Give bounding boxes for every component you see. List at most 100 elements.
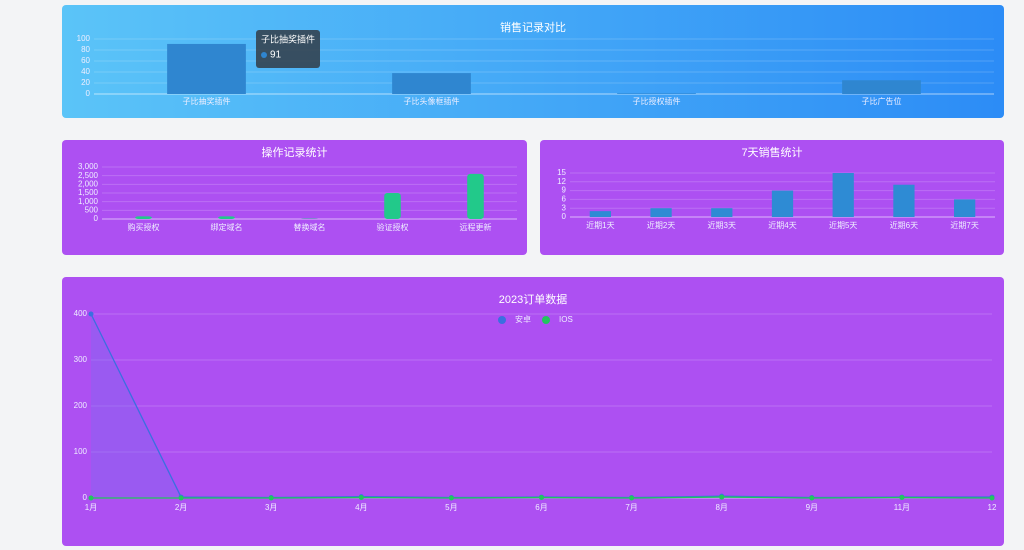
x-tick-label: 替换域名 [294, 222, 326, 232]
bar [384, 193, 401, 219]
x-tick-label: 近期6天 [890, 220, 918, 230]
chart: 2023订单数据 0 100 200 300 400 1月 2月 3月 4月 5月 6月 7月 8月 9月 1… [74, 292, 997, 512]
y-tick-label: 60 [81, 56, 90, 65]
x-tick-label: 9月 [806, 503, 818, 512]
point [178, 495, 184, 501]
x-tick-label: 6月 [535, 503, 547, 512]
y-tick-label: 100 [77, 34, 91, 43]
chart-title: 销售记录对比 [500, 20, 566, 34]
y-tick-label: 80 [81, 45, 90, 54]
y-tick-label: 2,000 [78, 179, 99, 188]
point [358, 495, 364, 501]
y-tick-label: 500 [85, 205, 99, 214]
x-tick-label: 近期3天 [708, 220, 736, 230]
bar [842, 80, 921, 94]
y-tick-label: 20 [81, 78, 90, 87]
bar [135, 216, 152, 219]
y-tick-label: 6 [562, 195, 567, 204]
ops-panel: 操作记录统计 0 500 1,000 1,500 2,000 2,500 3,000 购买授权 绑… [62, 140, 527, 255]
tooltip-dot [261, 52, 267, 58]
x-tick-label: 子比广告位 [862, 96, 902, 106]
y-tick-label: 2,500 [78, 171, 99, 180]
bar [617, 93, 696, 94]
y-tick-label: 1,000 [78, 197, 99, 206]
point [719, 494, 725, 500]
x-tick-label: 验证授权 [377, 222, 409, 232]
y-tick-label: 400 [74, 309, 88, 318]
y-tick-label: 40 [81, 67, 90, 76]
point [448, 495, 454, 501]
y-tick-label: 100 [74, 447, 88, 456]
point [809, 495, 815, 501]
x-tick-label: 12 [988, 503, 997, 512]
point [88, 311, 94, 317]
x-tick-label: 近期7天 [950, 220, 978, 230]
tooltip-value: 91 [270, 50, 282, 61]
y-tick-label: 12 [557, 177, 566, 186]
bar [771, 190, 794, 217]
x-tick-label: 近期1天 [586, 220, 614, 230]
point [268, 495, 274, 501]
y-tick-label: 1,500 [78, 188, 99, 197]
point [539, 495, 544, 501]
legend-marker [542, 316, 550, 324]
bar [167, 43, 246, 94]
point [989, 495, 995, 501]
x-tick-label: 远程更新 [460, 222, 492, 232]
point [88, 495, 94, 501]
bar [650, 208, 672, 217]
x-tick-label: 近期4天 [768, 220, 796, 230]
bar [893, 184, 915, 217]
x-tick-label: 7月 [625, 503, 637, 512]
tooltip: 子比抽奖插件 91 [256, 30, 320, 68]
y-tick-label: 9 [562, 186, 567, 195]
y-tick-label: 0 [94, 214, 99, 223]
x-tick-label: 11月 [894, 503, 910, 512]
x-tick-label: 8月 [715, 503, 727, 512]
x-tick-label: 子比头像框插件 [404, 96, 460, 106]
bar [832, 173, 854, 217]
y-tick-label: 3,000 [78, 162, 99, 171]
y-tick-label: 0 [83, 493, 88, 502]
bar [711, 208, 733, 217]
y-tick-label: 15 [557, 168, 566, 177]
bar [467, 173, 484, 219]
x-tick-label: 子比授权插件 [633, 96, 681, 106]
legend-marker [498, 316, 506, 324]
x-tick-label: 近期2天 [647, 220, 675, 230]
bar [954, 199, 976, 217]
x-tick-label: 近期5天 [829, 220, 857, 230]
y-tick-label: 300 [74, 355, 88, 364]
x-tick-label: 绑定域名 [211, 222, 243, 232]
chart-title: 7天销售统计 [741, 145, 802, 159]
chart-title: 操作记录统计 [262, 145, 328, 159]
x-tick-label: 5月 [445, 503, 457, 512]
bar [589, 211, 611, 217]
sales-panel: 销售记录对比 0 20 40 60 80 100 子比抽奖插件 子比头像框插件 子比授权插件 子比广… [62, 5, 1004, 118]
orders-panel: 2023订单数据 0 100 200 300 400 1月 2月 3月 4月 5月 6月 7月 8月 9月 1… [62, 277, 1004, 546]
bar [392, 73, 471, 94]
y-tick-label: 200 [74, 401, 88, 410]
week-panel: 7天销售统计 0 3 6 9 12 15 近期1天 近期2天 近期3天 近期4天 近期5天 近期6天 近期… [540, 140, 1004, 255]
x-tick-label: 2月 [175, 503, 187, 512]
bar [218, 216, 235, 219]
x-tick-label: 子比抽奖插件 [183, 96, 231, 106]
y-tick-label: 0 [562, 212, 567, 221]
x-tick-label: 3月 [265, 503, 277, 512]
y-tick-label: 3 [562, 203, 567, 212]
legend-label: 安卓 [515, 314, 531, 324]
point [629, 495, 635, 501]
point [899, 495, 905, 501]
tooltip-box [256, 30, 320, 68]
x-tick-label: 购买授权 [128, 222, 160, 232]
legend-label: IOS [559, 315, 573, 324]
x-tick-label: 1月 [85, 503, 97, 512]
tooltip-title: 子比抽奖插件 [261, 33, 315, 44]
chart-title: 2023订单数据 [499, 292, 567, 306]
y-tick-label: 0 [86, 89, 91, 98]
x-tick-label: 4月 [355, 503, 367, 512]
